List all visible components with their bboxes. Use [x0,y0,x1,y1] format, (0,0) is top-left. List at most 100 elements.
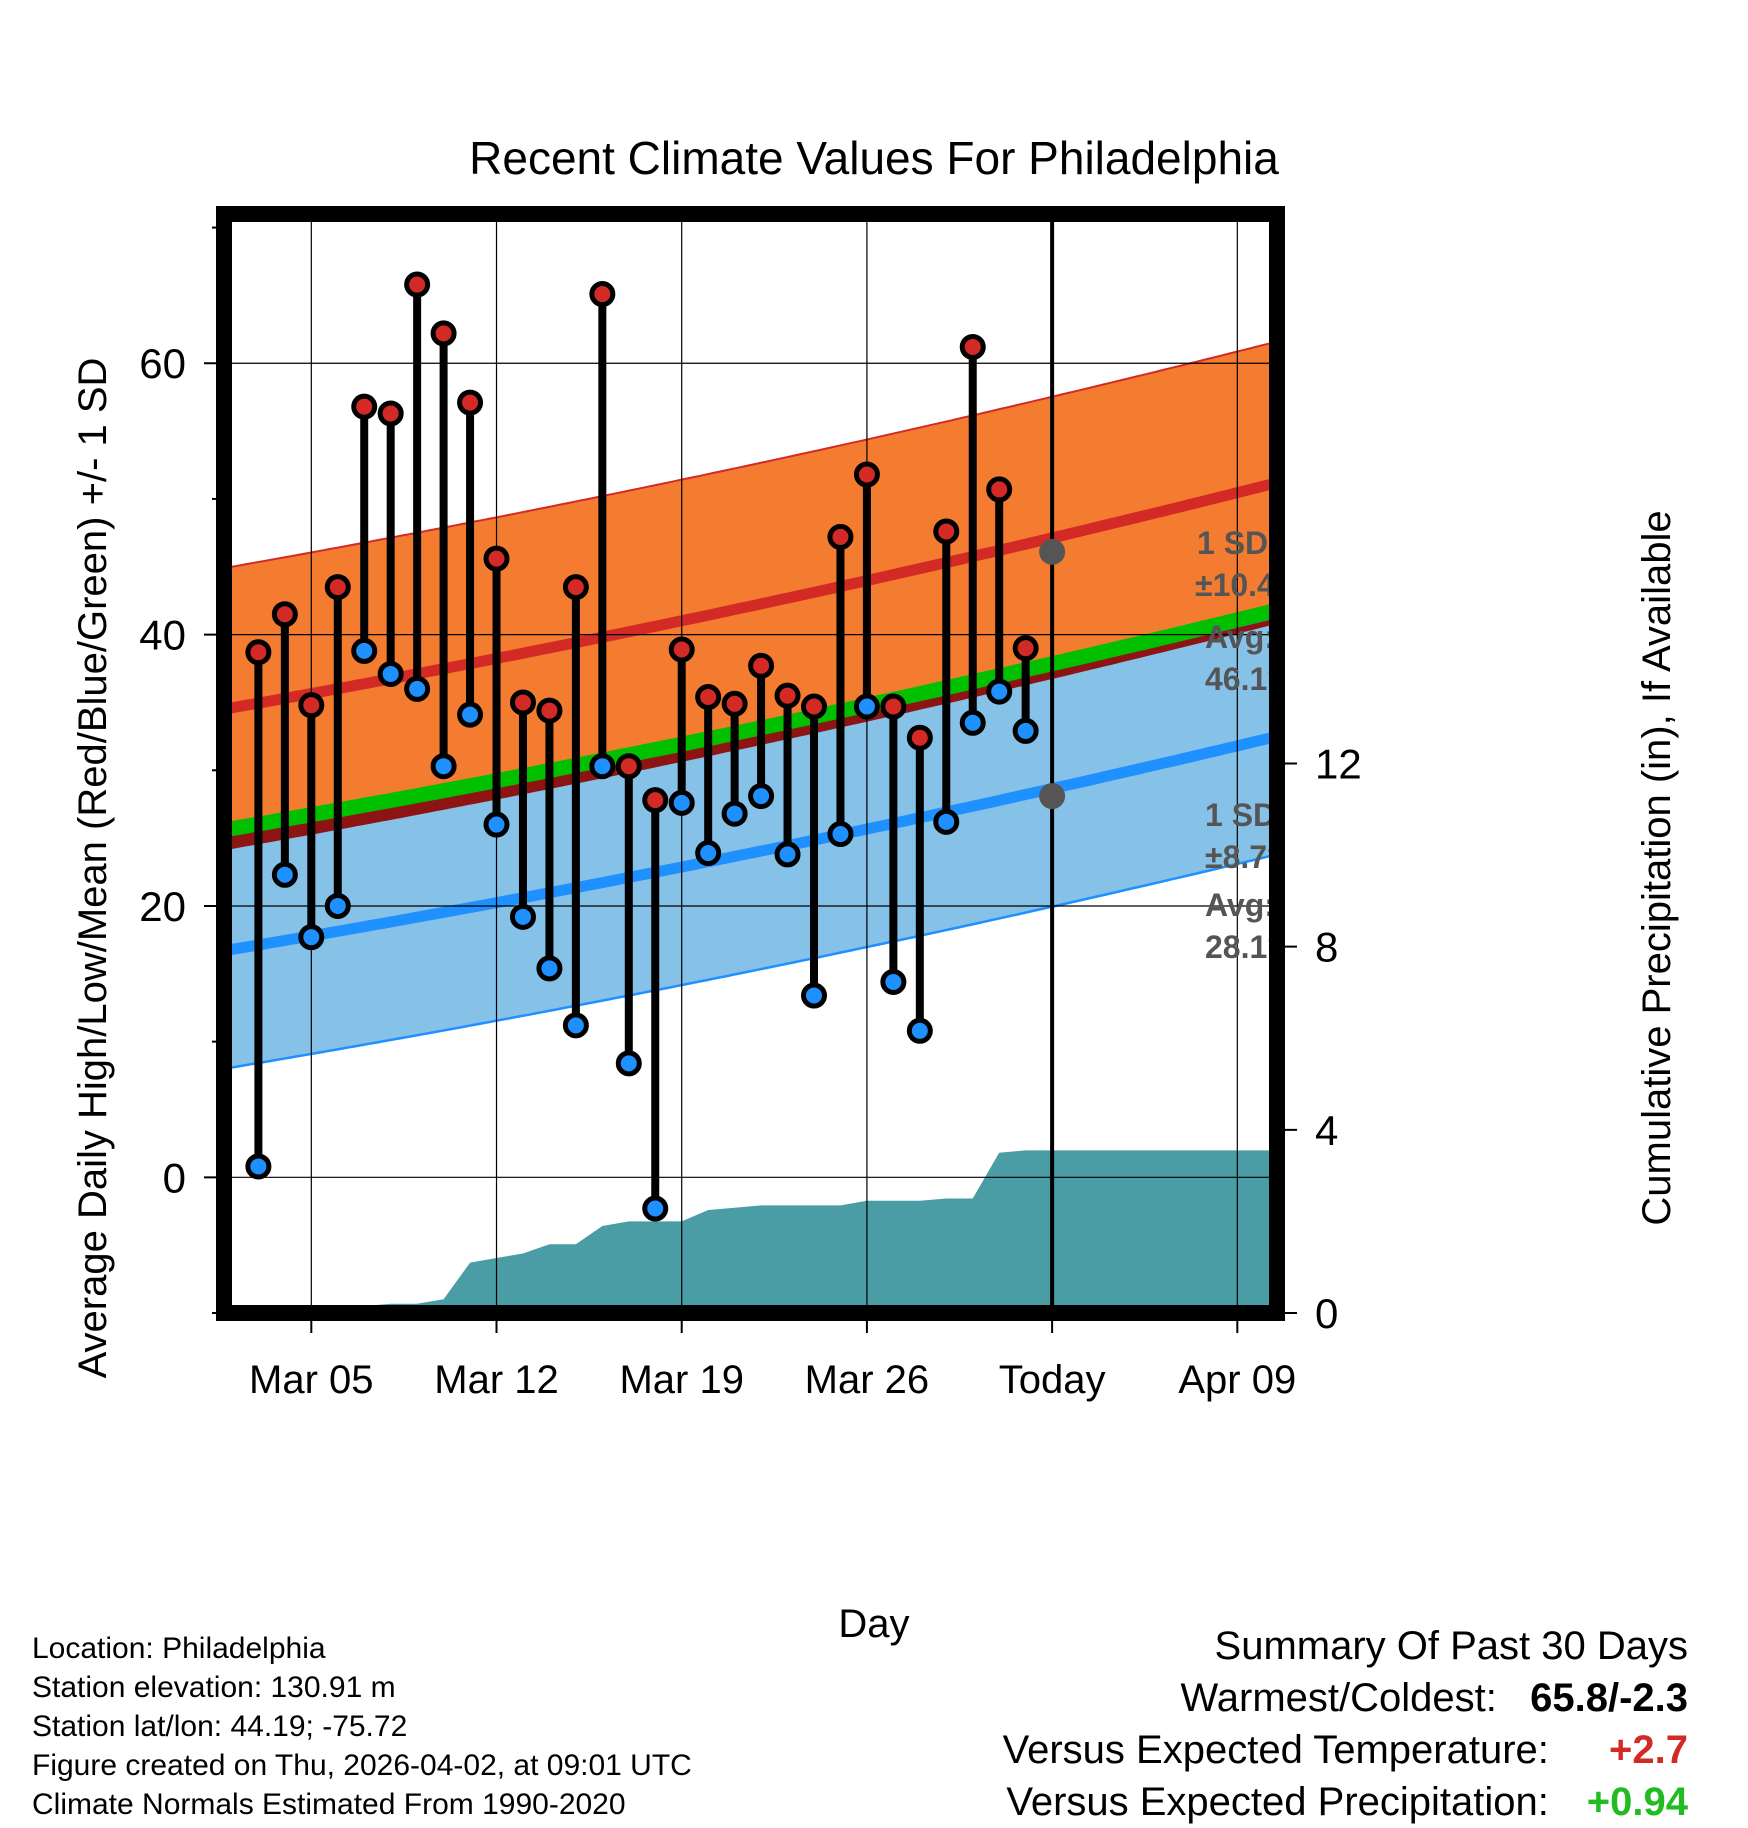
y-tick-label-right: 8 [1315,924,1338,971]
high-dot [377,400,404,427]
low-dot [880,968,907,995]
low-dot [324,892,351,919]
high-dot [774,682,801,709]
high-dot [271,601,298,628]
high-dot [933,518,960,545]
high-dot [827,523,854,550]
low-dot [827,821,854,848]
low-sd-value: ±8.7°F [1205,839,1299,875]
low-dot [509,903,536,930]
high-dot [959,333,986,360]
low-dot [404,675,431,702]
low-dot [986,678,1013,705]
summary-temp-value: +2.7 [1609,1728,1688,1772]
high-dot [483,545,510,572]
y-tick-label-left: 0 [163,1154,186,1201]
low-dot [562,1012,589,1039]
high-dot [695,684,722,711]
high-sd-label: 1 SD: [1197,525,1279,561]
precip-area [224,1150,1277,1313]
high-sd-value: ±10.4°F [1195,567,1307,603]
x-axis-label: Day [838,1602,909,1646]
x-tick-label: Today [999,1358,1106,1402]
low-dot [430,753,457,780]
low-dot [245,1153,272,1180]
low-dot [642,1195,669,1222]
high-dot [668,636,695,663]
info-created: Figure created on Thu, 2026-04-02, at 09… [32,1749,692,1782]
high-dot [800,693,827,720]
y-tick-label-right: 12 [1315,741,1362,788]
low-dot [615,1050,642,1077]
high-sd-upper-edge [224,340,1276,570]
today-low-avg-marker [1039,783,1066,810]
high-dot [721,690,748,717]
low-dot [298,924,325,951]
low-dot [906,1017,933,1044]
info-elevation: Station elevation: 130.91 m [32,1671,396,1704]
low-avg-label: Avg: [1205,887,1275,923]
low-dot [800,982,827,1009]
summary-warmest-value: 65.8/-2.3 [1530,1676,1688,1720]
plot-inner: 1 SD: ±10.4°F Avg: 46.1°F 1 SD: ±8.7°F Avg: 28.… [224,214,1307,1465]
summary-temp-label: Versus Expected Temperature: [1002,1728,1549,1772]
low-dot [721,800,748,827]
chart-title: Recent Climate Values For Philadelphia [469,132,1279,184]
high-dot [351,393,378,420]
today-high-avg-marker [1039,538,1066,565]
mean-line [224,603,1277,838]
high-dot [245,639,272,666]
high-dot [536,697,563,724]
x-tick-label: Mar 19 [619,1358,744,1402]
summary-warmest-label: Warmest/Coldest: [1180,1676,1497,1720]
info-normals: Climate Normals Estimated From 1990-2020 [32,1788,626,1821]
low-dot [933,808,960,835]
high-dot [298,692,325,719]
low-dot [853,693,880,720]
days-word-label: Days [1204,1429,1281,1465]
high-dot [457,389,484,416]
low-dot [457,701,484,728]
low-dot [774,841,801,868]
x-tick-label: Mar 12 [434,1358,559,1402]
high-dot [1012,635,1039,662]
low-dot [271,861,298,888]
low-mean-line [224,731,1277,957]
high-dot [853,461,880,488]
high-dot [324,574,351,601]
high-dot [404,271,431,298]
low-dot [589,753,616,780]
high-avg-value: 46.1°F [1205,661,1300,697]
high-dot [906,724,933,751]
y-tick-label-left: 60 [139,340,186,387]
low-dot [351,637,378,664]
low-dot [536,955,563,982]
high-dot [615,753,642,780]
summary-precip-label: Versus Expected Precipitation: [1006,1780,1549,1824]
high-dot [748,652,775,679]
high-dot [430,320,457,347]
high-avg-label: Avg: [1205,619,1275,655]
high-dot [642,787,669,814]
low-avg-value: 28.1°F [1205,929,1300,965]
y-tick-label-left: 20 [139,883,186,930]
info-latlon: Station lat/lon: 44.19; -75.72 [32,1710,408,1743]
y-tick-label-right: 0 [1315,1290,1338,1337]
low-dot [959,709,986,736]
low-sd-label: 1 SD: [1205,797,1287,833]
y-tick-label-right: 4 [1315,1107,1338,1154]
high-dot [986,476,1013,503]
low-dot [483,811,510,838]
low-dot [1012,717,1039,744]
y-axis-label-right: Cumulative Precipitation (in), If Availa… [1635,510,1679,1225]
low-sd-lower-edge [224,853,1276,1071]
summary-temp: Versus Expected Temperature: +2.7 [1003,1728,1688,1773]
summary-precip-value: +0.94 [1586,1780,1688,1824]
low-dot [695,840,722,867]
low-dot [668,789,695,816]
high-dot [509,689,536,716]
low-dot [377,660,404,687]
sd-overlap-band [224,618,1276,851]
summary-title: Summary Of Past 30 Days [1214,1624,1688,1668]
summary-warmest: Warmest/Coldest: 65.8/-2.3 [1181,1676,1689,1721]
